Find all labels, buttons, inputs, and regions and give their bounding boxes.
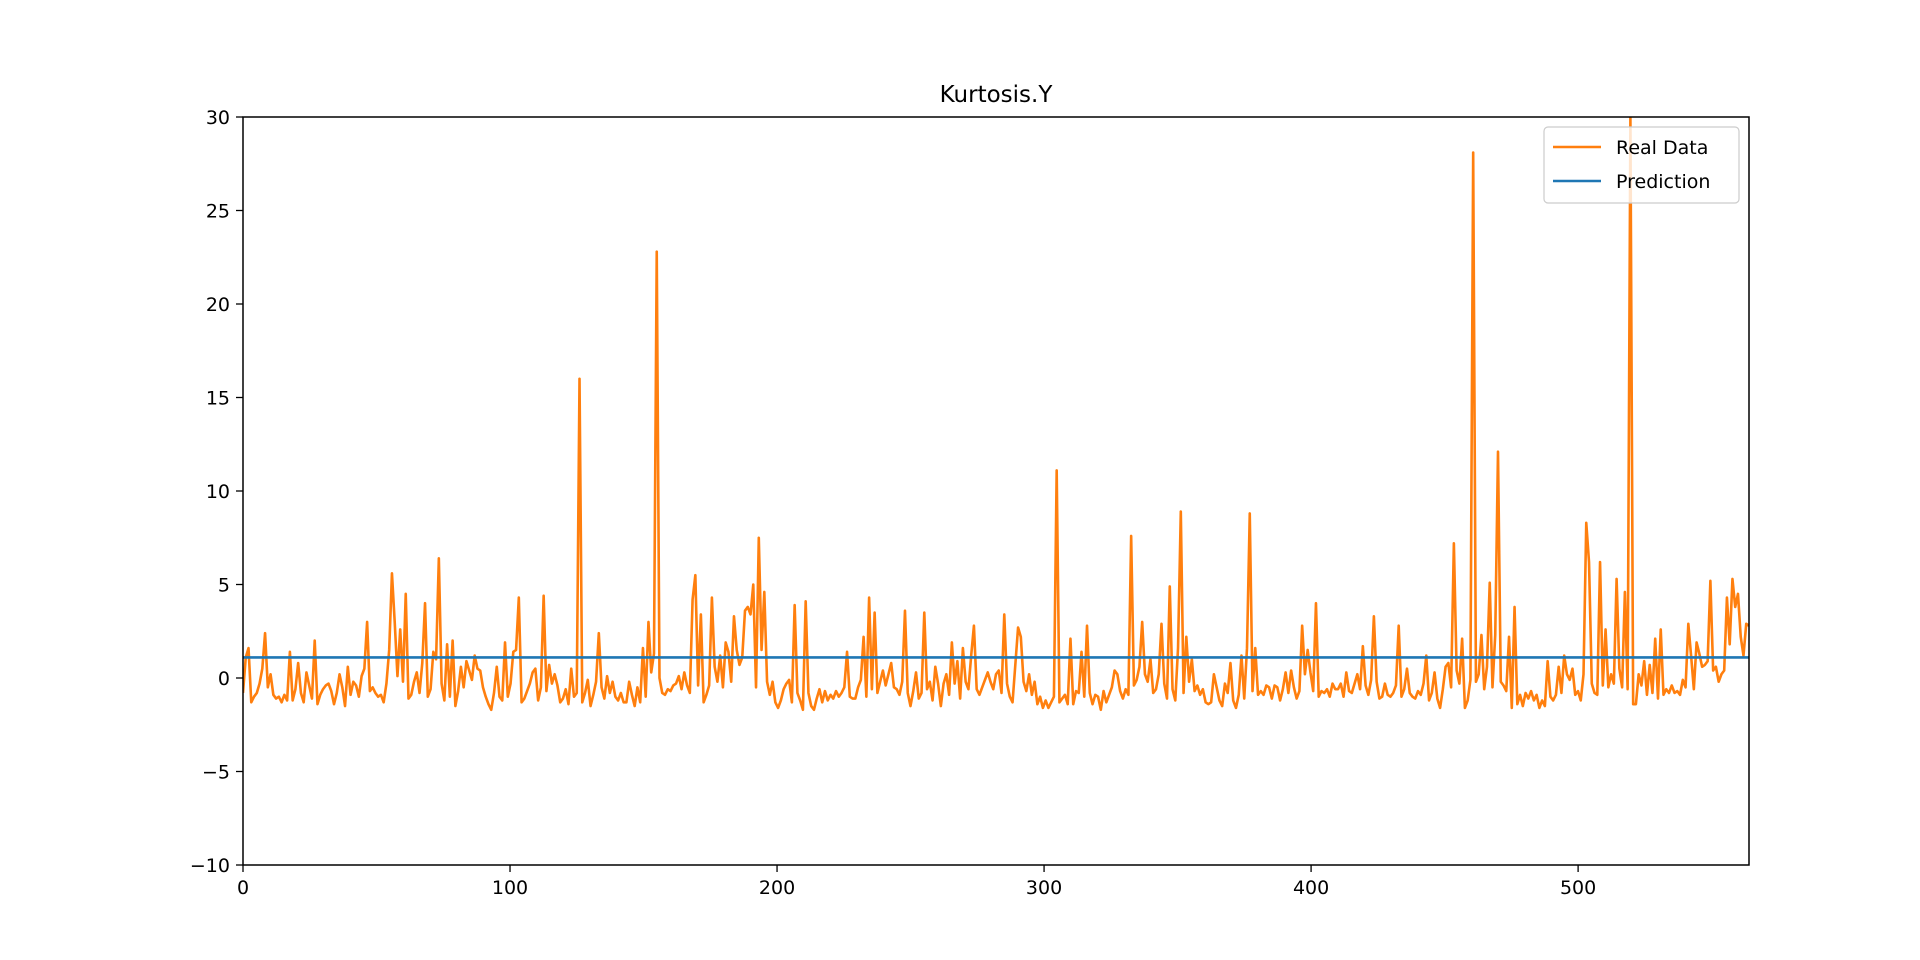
legend-label-real-data: Real Data (1616, 137, 1708, 159)
y-tick-label: 25 (206, 201, 230, 223)
series-layer (243, 117, 1749, 712)
legend-label-prediction: Prediction (1616, 171, 1710, 193)
x-tick-label: 400 (1293, 877, 1329, 899)
x-tick-label: 0 (237, 877, 249, 899)
x-tick-label: 500 (1560, 877, 1596, 899)
y-axis: −10 −5 0 5 10 15 20 25 30 (190, 107, 243, 877)
y-tick-label: 15 (206, 388, 230, 410)
y-tick-label: −5 (202, 762, 230, 784)
x-tick-label: 300 (1026, 877, 1062, 899)
x-axis: 0 100 200 300 400 500 (237, 865, 1596, 899)
y-tick-label: 5 (218, 575, 230, 597)
x-tick-label: 100 (492, 877, 528, 899)
y-tick-label: 0 (218, 668, 230, 690)
y-tick-label: 30 (206, 107, 230, 129)
legend: Real Data Prediction (1543, 126, 1740, 204)
x-tick-label: 200 (759, 877, 795, 899)
y-tick-label: −10 (190, 855, 230, 877)
y-tick-label: 10 (206, 481, 230, 503)
series-line-real-data (243, 117, 1749, 712)
y-tick-label: 20 (206, 294, 230, 316)
chart-title: Kurtosis.Y (940, 82, 1054, 108)
